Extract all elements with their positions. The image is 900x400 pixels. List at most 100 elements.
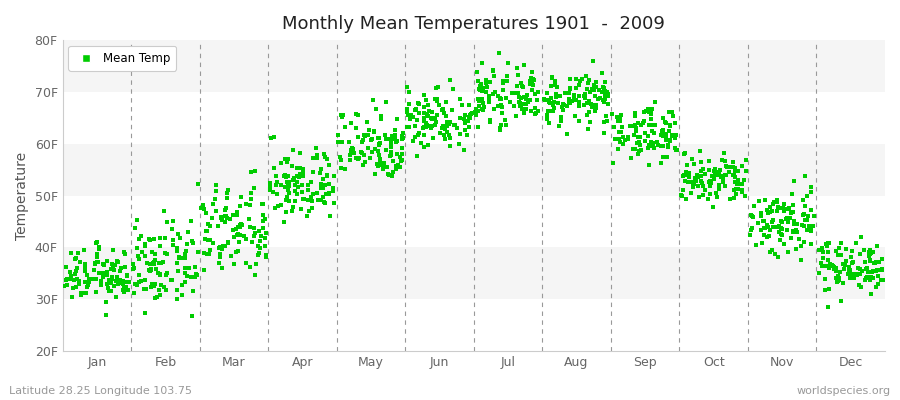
Point <box>422 108 436 114</box>
Point <box>796 239 811 245</box>
Point <box>369 106 383 112</box>
Point <box>248 225 262 232</box>
Point <box>395 157 410 163</box>
Point <box>263 184 277 190</box>
Point <box>694 168 708 174</box>
Point <box>751 220 765 226</box>
Point <box>263 180 277 186</box>
Point <box>213 251 228 257</box>
Point <box>164 277 178 283</box>
Point <box>140 260 154 267</box>
Point <box>58 283 72 289</box>
Point <box>589 78 603 85</box>
Point <box>100 281 114 288</box>
Point <box>372 152 386 158</box>
Point <box>338 123 353 130</box>
Point <box>461 118 475 124</box>
Point <box>841 270 855 277</box>
Point <box>698 186 712 193</box>
Point <box>774 231 788 237</box>
Point <box>454 102 469 108</box>
Point <box>800 192 814 199</box>
Point <box>876 277 890 283</box>
Point <box>60 276 75 282</box>
Point <box>544 83 558 90</box>
Point <box>294 182 309 188</box>
Point <box>419 110 434 117</box>
Point <box>836 280 850 286</box>
Point <box>842 267 857 273</box>
Point <box>279 174 293 180</box>
Point <box>221 239 236 246</box>
Point <box>655 128 670 134</box>
Point <box>633 142 647 148</box>
Point <box>470 69 484 75</box>
Point <box>775 219 789 225</box>
Point <box>482 99 497 105</box>
Point <box>65 294 79 300</box>
Point <box>491 103 506 109</box>
Point <box>145 249 159 256</box>
Point <box>682 170 697 176</box>
Point <box>373 159 387 165</box>
Point <box>157 258 171 265</box>
Point <box>646 130 661 136</box>
Point <box>344 120 358 126</box>
Point <box>734 188 749 195</box>
Point <box>715 157 729 164</box>
Point <box>158 286 173 293</box>
Point <box>595 70 609 76</box>
Point <box>412 130 427 136</box>
Point <box>290 191 304 197</box>
Point <box>786 227 800 234</box>
Point <box>610 114 625 120</box>
Point <box>437 136 452 142</box>
Point <box>450 125 464 132</box>
Point <box>607 124 621 130</box>
Point <box>451 141 465 147</box>
Point <box>613 118 627 124</box>
Point <box>651 142 665 148</box>
Point <box>436 132 451 138</box>
Point <box>648 122 662 128</box>
Point <box>354 148 368 155</box>
Point <box>863 246 878 253</box>
Point <box>269 173 284 179</box>
Point <box>843 275 858 281</box>
Point <box>521 99 535 105</box>
Point <box>277 219 292 225</box>
Point <box>691 182 706 189</box>
Point <box>230 232 245 238</box>
Point <box>220 190 234 196</box>
Point <box>64 272 78 279</box>
Point <box>627 146 642 153</box>
Point <box>634 122 648 128</box>
Point <box>96 273 111 280</box>
Point <box>282 198 296 204</box>
Point <box>693 148 707 154</box>
Point <box>388 132 402 139</box>
Point <box>215 246 230 252</box>
Point <box>726 159 741 165</box>
Point <box>777 241 791 248</box>
Point <box>788 227 803 234</box>
Point <box>426 134 440 141</box>
Point <box>101 284 115 291</box>
Point <box>413 140 428 146</box>
Point <box>562 90 577 97</box>
Point <box>131 278 146 285</box>
Point <box>72 281 86 287</box>
Point <box>357 159 372 166</box>
Point <box>98 298 112 305</box>
Point <box>482 93 496 100</box>
Point <box>518 106 533 113</box>
Point <box>601 91 616 98</box>
Point <box>173 235 187 241</box>
Point <box>518 96 533 102</box>
Point <box>800 212 814 219</box>
Point <box>198 236 212 242</box>
Point <box>230 212 244 218</box>
Point <box>374 156 388 162</box>
Point <box>254 233 268 240</box>
Point <box>91 258 105 265</box>
